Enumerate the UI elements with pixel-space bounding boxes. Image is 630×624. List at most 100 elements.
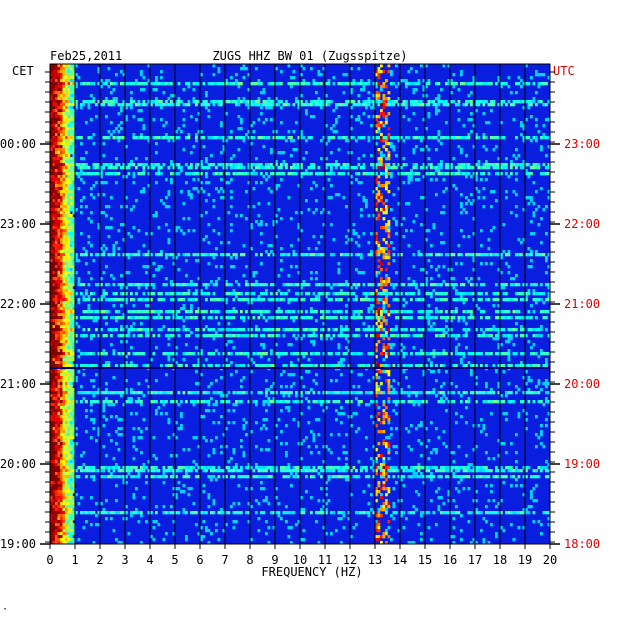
spectrogram-cell xyxy=(290,139,293,143)
spectrogram-cell xyxy=(525,82,528,86)
spectrogram-cell xyxy=(460,295,463,299)
spectrogram-cell xyxy=(450,277,453,281)
spectrogram-cell xyxy=(215,283,218,287)
spectrogram-cell xyxy=(380,292,383,296)
spectrogram-cell xyxy=(337,136,341,140)
spectrogram-cell xyxy=(230,283,233,287)
spectrogram-cell xyxy=(65,88,68,92)
spectrogram-cell xyxy=(377,100,381,104)
spectrogram-cell xyxy=(435,103,438,107)
spectrogram-cell xyxy=(252,298,256,302)
spectrogram-cell xyxy=(420,283,423,287)
spectrogram-cell xyxy=(60,250,63,254)
spectrogram-cell xyxy=(187,190,191,194)
spectrogram-cell xyxy=(295,211,298,215)
spectrogram-cell xyxy=(412,88,416,92)
spectrogram-cell xyxy=(67,118,71,122)
spectrogram-cell xyxy=(492,337,496,341)
spectrogram-cell xyxy=(127,253,131,257)
spectrogram-cell xyxy=(125,253,128,257)
spectrogram-cell xyxy=(207,163,211,167)
spectrogram-cell xyxy=(155,142,158,146)
spectrogram-cell xyxy=(375,166,378,170)
spectrogram-cell xyxy=(325,100,328,104)
spectrogram-cell xyxy=(485,160,488,164)
spectrogram-cell xyxy=(62,97,66,101)
spectrogram-cell xyxy=(137,163,141,167)
spectrogram-cell xyxy=(50,196,53,200)
spectrogram-cell xyxy=(57,73,61,77)
spectrogram-cell xyxy=(137,100,141,104)
spectrogram-cell xyxy=(70,379,73,383)
spectrogram-cell xyxy=(545,271,548,275)
spectrogram-cell xyxy=(520,85,523,89)
spectrogram-cell xyxy=(397,139,401,143)
spectrogram-cell xyxy=(430,244,433,248)
spectrogram-cell xyxy=(67,100,71,104)
spectrogram-cell xyxy=(70,295,73,299)
spectrogram-cell xyxy=(282,370,286,374)
spectrogram-cell xyxy=(385,346,388,350)
spectrogram-cell xyxy=(267,106,271,110)
spectrogram-cell xyxy=(70,190,73,194)
spectrogram-cell xyxy=(530,265,533,269)
spectrogram-cell xyxy=(272,364,276,368)
spectrogram-cell xyxy=(202,283,206,287)
spectrogram-cell xyxy=(460,166,463,170)
spectrogram-cell xyxy=(195,187,198,191)
spectrogram-cell xyxy=(55,352,58,356)
spectrogram-cell xyxy=(67,343,71,347)
spectrogram-cell xyxy=(365,205,368,209)
spectrogram-cell xyxy=(195,163,198,167)
spectrogram-cell xyxy=(400,310,403,314)
spectrogram-cell xyxy=(367,136,371,140)
spectrogram-cell xyxy=(185,259,188,263)
spectrogram-cell xyxy=(60,295,63,299)
spectrogram-cell xyxy=(55,316,58,320)
spectrogram-cell xyxy=(240,379,243,383)
spectrogram-cell xyxy=(220,82,223,86)
spectrogram-cell xyxy=(457,253,461,257)
spectrogram-cell xyxy=(435,253,438,257)
spectrogram-cell xyxy=(300,82,303,86)
spectrogram-cell xyxy=(70,376,73,380)
spectrogram-cell xyxy=(62,175,66,179)
spectrogram-cell xyxy=(70,202,73,206)
spectrogram-cell xyxy=(185,292,188,296)
spectrogram-cell xyxy=(135,310,138,314)
spectrogram-cell xyxy=(97,70,101,74)
spectrogram-cell xyxy=(372,214,376,218)
spectrogram-cell xyxy=(185,334,188,338)
spectrogram-cell xyxy=(535,139,538,143)
spectrogram-cell xyxy=(370,328,373,332)
spectrogram-cell xyxy=(70,232,73,236)
spectrogram-cell xyxy=(300,175,303,179)
spectrogram-cell xyxy=(545,136,548,140)
spectrogram-cell xyxy=(340,103,343,107)
spectrogram-cell xyxy=(55,124,58,128)
spectrogram-cell xyxy=(405,229,408,233)
spectrogram-cell xyxy=(392,166,396,170)
spectrogram-cell xyxy=(420,100,423,104)
spectrogram-cell xyxy=(332,163,336,167)
spectrogram-cell xyxy=(202,136,206,140)
spectrogram-cell xyxy=(545,166,548,170)
spectrogram-cell xyxy=(395,166,398,170)
spectrogram-cell xyxy=(495,283,498,287)
spectrogram-cell xyxy=(150,82,153,86)
spectrogram-cell xyxy=(497,298,501,302)
spectrogram-cell xyxy=(375,232,378,236)
spectrogram-cell xyxy=(72,277,76,281)
spectrogram-cell xyxy=(145,304,148,308)
spectrogram-cell xyxy=(195,133,198,137)
spectrogram-cell xyxy=(405,82,408,86)
spectrogram-cell xyxy=(412,172,416,176)
spectrogram-cell xyxy=(60,103,63,107)
spectrogram-cell xyxy=(340,172,343,176)
spectrogram-cell xyxy=(327,103,331,107)
spectrogram-cell xyxy=(67,382,71,386)
spectrogram-cell xyxy=(467,163,471,167)
spectrogram-cell xyxy=(185,283,188,287)
spectrogram-cell xyxy=(72,157,76,161)
spectrogram-cell xyxy=(62,190,66,194)
